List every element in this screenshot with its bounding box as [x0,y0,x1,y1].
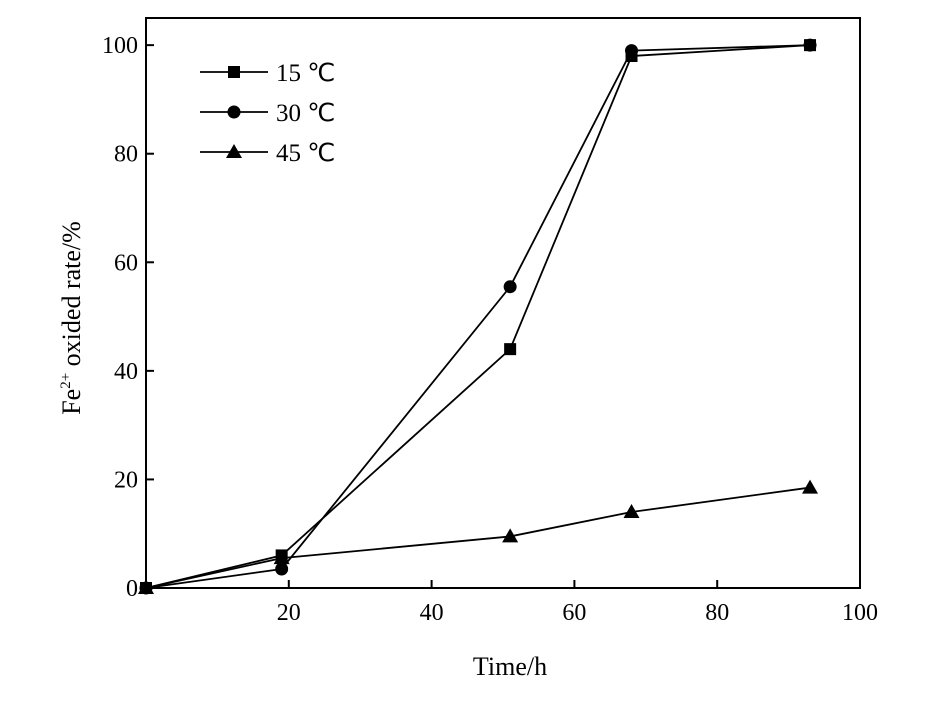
legend-label: 45 ℃ [276,140,335,167]
x-tick-label: 60 [562,600,586,626]
y-tick-label: 20 [114,467,138,493]
y-tick-label: 80 [114,142,138,168]
series-line-square [145,44,811,589]
y-tick-label: 60 [114,250,138,276]
data-point-circle [625,44,639,58]
data-point-triangle [623,504,640,518]
y-axis-title: Fe2+ oxided rate/% [57,221,86,415]
data-point-triangle [802,479,819,494]
y-tick-label: 0 [126,576,138,602]
x-axis-title: Time/h [473,652,547,681]
y-tick-label: 100 [102,33,138,59]
y-axis-title-prefix: Fe [57,389,86,415]
data-point-triangle [273,550,290,565]
legend-marker-square [228,66,240,78]
x-tick-label: 20 [277,600,301,626]
plot-area-frame [145,17,861,589]
x-tick-label: 40 [420,600,444,626]
y-axis-title-superscript: 2+ [58,373,74,389]
data-point-triangle [138,580,154,594]
x-tick-label: 80 [705,600,729,626]
legend-marker-circle [227,105,241,119]
legend-label: 15 ℃ [276,60,335,87]
data-point-circle [503,280,517,294]
legend-label: 30 ℃ [276,100,335,127]
series-line-circle [145,44,811,589]
data-point-square [504,343,517,356]
y-tick-label: 40 [114,359,138,385]
data-point-triangle [502,528,519,543]
legend-marker-triangle [226,144,242,158]
data-point-circle [803,38,817,52]
x-tick-label: 100 [842,600,878,626]
data-point-circle [275,562,289,576]
y-axis-title-suffix: oxided rate/% [57,221,86,373]
series-line-triangle [145,486,811,589]
